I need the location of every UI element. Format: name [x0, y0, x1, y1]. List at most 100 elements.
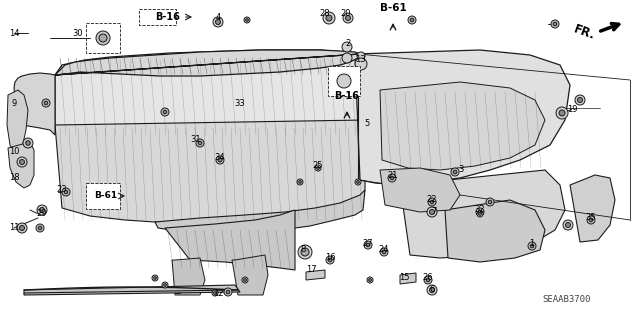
Circle shape — [101, 194, 105, 198]
Circle shape — [337, 74, 351, 88]
Circle shape — [528, 242, 536, 250]
Circle shape — [427, 285, 437, 295]
Text: B-16: B-16 — [156, 12, 180, 22]
Circle shape — [343, 13, 353, 23]
Circle shape — [99, 192, 107, 200]
Circle shape — [355, 58, 367, 70]
Polygon shape — [8, 142, 34, 188]
Circle shape — [563, 220, 573, 230]
Text: 31: 31 — [191, 136, 202, 145]
Circle shape — [355, 179, 361, 185]
Circle shape — [577, 98, 582, 102]
Circle shape — [17, 223, 27, 233]
Circle shape — [42, 99, 50, 107]
Text: SEAAB3700: SEAAB3700 — [543, 294, 591, 303]
Circle shape — [587, 216, 595, 224]
Text: 15: 15 — [399, 273, 409, 283]
Polygon shape — [380, 168, 460, 212]
Circle shape — [356, 181, 359, 183]
Circle shape — [317, 167, 319, 169]
Circle shape — [427, 207, 437, 217]
Circle shape — [430, 200, 434, 204]
Text: 6: 6 — [429, 285, 435, 293]
Text: 35: 35 — [586, 213, 596, 222]
Polygon shape — [400, 273, 416, 284]
Circle shape — [96, 31, 110, 45]
Text: 2: 2 — [346, 40, 351, 48]
Circle shape — [19, 226, 24, 231]
Polygon shape — [24, 285, 240, 295]
Circle shape — [152, 275, 158, 281]
Circle shape — [298, 245, 312, 259]
Circle shape — [357, 52, 365, 60]
Text: 7: 7 — [431, 207, 436, 217]
Circle shape — [408, 16, 416, 24]
Circle shape — [212, 290, 218, 296]
Circle shape — [342, 53, 352, 63]
Circle shape — [23, 138, 33, 148]
Circle shape — [216, 19, 221, 25]
Polygon shape — [7, 90, 28, 158]
Text: 30: 30 — [73, 28, 83, 38]
Circle shape — [161, 108, 169, 116]
Circle shape — [339, 76, 351, 88]
Circle shape — [323, 12, 335, 24]
Circle shape — [390, 176, 394, 180]
Circle shape — [380, 248, 388, 256]
Text: FR.: FR. — [572, 22, 597, 42]
Circle shape — [326, 256, 334, 264]
Circle shape — [429, 287, 435, 293]
Circle shape — [226, 290, 230, 294]
Text: 32: 32 — [475, 205, 485, 214]
FancyBboxPatch shape — [328, 66, 360, 96]
Circle shape — [198, 141, 202, 145]
Circle shape — [244, 17, 250, 23]
Circle shape — [196, 139, 204, 147]
FancyBboxPatch shape — [139, 9, 176, 25]
Circle shape — [488, 200, 492, 204]
Text: 33: 33 — [235, 99, 245, 108]
Text: 26: 26 — [422, 273, 433, 283]
Circle shape — [40, 207, 45, 212]
Circle shape — [216, 156, 224, 164]
Circle shape — [428, 198, 436, 206]
Circle shape — [589, 218, 593, 222]
Text: 29: 29 — [36, 209, 47, 218]
Circle shape — [162, 282, 168, 288]
Text: 23: 23 — [57, 184, 67, 194]
Text: 8: 8 — [300, 244, 306, 254]
Text: 17: 17 — [306, 265, 316, 275]
Circle shape — [559, 110, 565, 116]
Circle shape — [551, 20, 559, 28]
Circle shape — [154, 277, 156, 279]
Polygon shape — [165, 210, 295, 270]
Text: 24: 24 — [379, 246, 389, 255]
Polygon shape — [14, 73, 55, 135]
Text: 28: 28 — [320, 10, 330, 19]
Text: 18: 18 — [9, 174, 19, 182]
Circle shape — [342, 42, 352, 52]
Text: 4: 4 — [216, 12, 221, 21]
Circle shape — [301, 248, 309, 256]
Circle shape — [326, 15, 332, 21]
Circle shape — [299, 181, 301, 183]
Text: 27: 27 — [363, 239, 373, 248]
Circle shape — [214, 292, 216, 294]
Circle shape — [451, 168, 459, 176]
Text: B-61: B-61 — [380, 3, 406, 13]
Circle shape — [62, 188, 70, 196]
Circle shape — [478, 210, 482, 214]
Circle shape — [453, 170, 457, 174]
Circle shape — [424, 276, 432, 284]
Circle shape — [17, 157, 27, 167]
Polygon shape — [380, 82, 545, 170]
Polygon shape — [155, 190, 365, 234]
Circle shape — [575, 95, 585, 105]
Circle shape — [64, 190, 68, 194]
Text: 34: 34 — [214, 152, 225, 161]
Text: 22: 22 — [427, 196, 437, 204]
Polygon shape — [232, 255, 268, 295]
Text: B-61: B-61 — [95, 191, 118, 201]
Circle shape — [553, 22, 557, 26]
Circle shape — [346, 16, 351, 20]
